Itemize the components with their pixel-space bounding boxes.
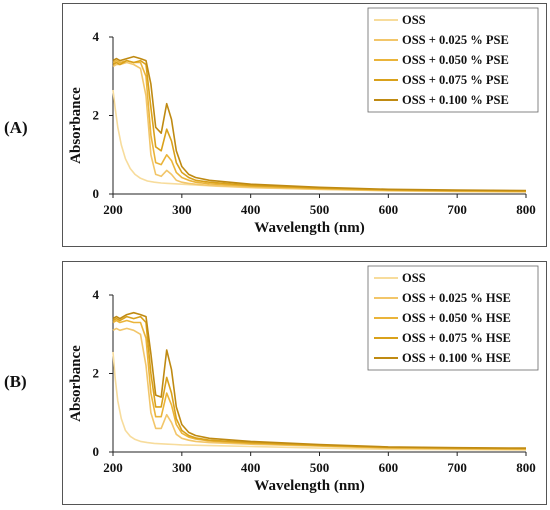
y-axis-label: Absorbance bbox=[68, 87, 84, 164]
x-tick-label: 600 bbox=[379, 460, 399, 475]
series-line-0 bbox=[112, 351, 527, 451]
legend-entry: OSS bbox=[402, 271, 426, 285]
y-tick-label: 0 bbox=[93, 186, 100, 201]
chart-panel-b: 200 300 400 500 600 700 800 0 2 4 Wavelength (nm) A… bbox=[62, 261, 547, 505]
x-tick-label: 400 bbox=[241, 460, 261, 475]
legend-entry: OSS + 0.050 % PSE bbox=[402, 53, 509, 67]
x-tick-label: 300 bbox=[172, 460, 192, 475]
series-line-4 bbox=[112, 311, 527, 449]
legend-entry: OSS + 0.100 % HSE bbox=[402, 351, 511, 365]
legend-entry: OSS + 0.025 % HSE bbox=[402, 291, 511, 305]
x-axis-label: Wavelength (nm) bbox=[254, 478, 364, 494]
x-tick-label: 200 bbox=[103, 202, 123, 217]
legend-entry: OSS + 0.100 % PSE bbox=[402, 93, 509, 107]
x-tick-label: 600 bbox=[379, 202, 399, 217]
y-tick-label: 2 bbox=[93, 108, 100, 123]
x-tick-label: 500 bbox=[310, 202, 330, 217]
series-line-1 bbox=[112, 61, 527, 193]
panel-label-a: (A) bbox=[4, 118, 28, 137]
x-tick-label: 300 bbox=[172, 202, 192, 217]
series-line-3 bbox=[112, 59, 527, 192]
legend-entry: OSS + 0.050 % HSE bbox=[402, 311, 511, 325]
x-tick-label: 800 bbox=[516, 202, 536, 217]
x-tick-label: 700 bbox=[447, 202, 467, 217]
x-tick-label: 800 bbox=[516, 460, 536, 475]
absorbance-chart-b: 200 300 400 500 600 700 800 0 2 4 Wavelength (nm) A… bbox=[68, 265, 539, 494]
absorbance-chart-a: 200 300 400 500 600 700 800 0 2 4 Wavelength (nm) A… bbox=[68, 7, 539, 236]
x-axis-label: Wavelength (nm) bbox=[254, 220, 364, 236]
series-line-4 bbox=[112, 55, 527, 192]
y-tick-label: 0 bbox=[93, 444, 100, 459]
legend-entry: OSS + 0.075 % HSE bbox=[402, 331, 511, 345]
panel-label-b: (B) bbox=[4, 372, 27, 391]
x-tick-label: 500 bbox=[310, 460, 330, 475]
legend-entry: OSS bbox=[402, 13, 426, 27]
x-tick-label: 200 bbox=[103, 460, 123, 475]
chart-panel-a: 200 300 400 500 600 700 800 0 2 4 Wavelength (nm) A… bbox=[62, 3, 547, 247]
y-tick-label: 4 bbox=[93, 29, 100, 44]
y-axis-label: Absorbance bbox=[68, 345, 84, 422]
y-tick-label: 2 bbox=[93, 366, 100, 381]
y-tick-label: 4 bbox=[93, 287, 100, 302]
legend-entry: OSS + 0.075 % PSE bbox=[402, 73, 509, 87]
x-tick-label: 700 bbox=[447, 460, 467, 475]
series-line-3 bbox=[112, 315, 527, 450]
x-tick-label: 400 bbox=[241, 202, 261, 217]
legend-entry: OSS + 0.025 % PSE bbox=[402, 33, 509, 47]
